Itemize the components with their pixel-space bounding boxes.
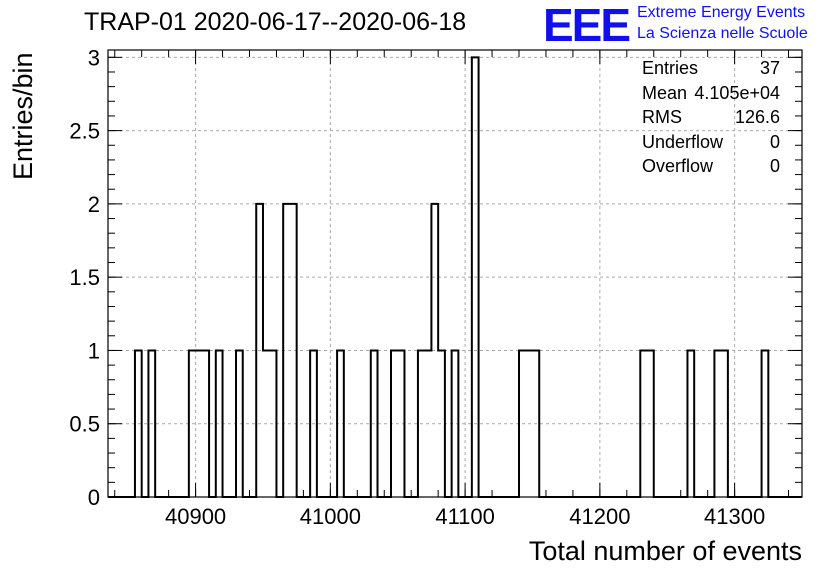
stats-value: 0 [769, 131, 780, 152]
histogram-bin [236, 350, 243, 497]
grid-lines [108, 50, 802, 497]
logo-line-2: La Scienza nelle Scuole [637, 25, 808, 42]
stats-label: Mean [642, 82, 688, 103]
stats-row-entries: Entries 37 [642, 58, 780, 83]
histogram-bin [391, 350, 398, 497]
stats-value: 4.105e+04 [694, 82, 780, 103]
histogram-bin [189, 350, 196, 497]
x-tick-label: 41200 [569, 504, 630, 529]
histogram-bin [202, 350, 209, 497]
y-tick-label: 2 [88, 192, 100, 217]
histogram-bin [647, 350, 654, 497]
stats-row-rms: RMS 126.6 [642, 107, 780, 132]
x-tick-label: 40900 [165, 504, 226, 529]
histogram-bin [290, 204, 297, 497]
histogram-bin [431, 204, 438, 497]
histogram-bin [640, 350, 647, 497]
histogram-bin [216, 350, 223, 497]
histogram-bin [425, 350, 432, 497]
histogram-bin [721, 350, 728, 497]
x-tick-label: 41000 [300, 504, 361, 529]
plot-frame [107, 49, 803, 498]
stats-label: Overflow [642, 156, 714, 176]
histogram-bin [452, 350, 459, 497]
x-tick-label: 41100 [435, 504, 495, 529]
histogram-bin [283, 204, 290, 497]
chart-title: TRAP-01 2020-06-17--2020-06-18 [84, 8, 467, 36]
histogram-bin [519, 350, 526, 497]
histogram-bin [270, 350, 277, 497]
stats-value: 0 [769, 156, 780, 176]
stats-box: Entries 37 Mean 4.105e+04 RMS 126.6 Unde… [642, 58, 780, 181]
stats-row-overflow: Overflow 0 [642, 156, 780, 181]
y-tick-label: 1.5 [69, 265, 100, 290]
x-axis-label: Total number of events [528, 536, 802, 566]
histogram-bin [256, 204, 263, 497]
histogram-bin [438, 350, 445, 497]
stats-row-mean: Mean 4.105e+04 [642, 83, 780, 108]
y-tick-label: 0.5 [69, 412, 100, 437]
histogram-bin [472, 57, 479, 497]
histogram-bin [687, 350, 694, 497]
histogram-bin [196, 350, 203, 497]
stats-label: RMS [642, 107, 682, 127]
tick-labels: 0 0.5 1 1.5 2 2.5 3 40900 41000 41100 41200 41300 [69, 45, 765, 529]
histogram-bin [398, 350, 405, 497]
y-tick-label: 3 [88, 45, 100, 70]
eee-logo: EEE Extreme Energy Events La Scienza nel… [543, 0, 833, 51]
stats-row-underflow: Underflow 0 [642, 132, 780, 157]
histogram-bin [135, 350, 142, 497]
histogram-bin [418, 350, 425, 497]
stats-value: 37 [759, 58, 780, 78]
histogram-bin [148, 350, 155, 497]
histogram-bin [532, 350, 539, 497]
logo-line-1: Extreme Energy Events [637, 4, 806, 21]
histogram-bin [263, 350, 270, 497]
stats-label: Entries [642, 58, 699, 78]
histogram-outline [108, 56, 802, 498]
histogram-bin [714, 350, 721, 497]
histogram-bin [526, 350, 533, 497]
histogram-bin [371, 350, 378, 497]
y-tick-label: 2.5 [69, 119, 100, 144]
y-tick-label: 1 [88, 338, 100, 363]
histogram-bin [762, 350, 769, 497]
x-tick-label: 41300 [704, 504, 765, 529]
eee-logo-mark: EEE [543, 0, 631, 51]
stats-label: Underflow [642, 131, 724, 152]
stats-value: 126.6 [734, 107, 780, 127]
y-tick-label: 0 [88, 485, 100, 510]
histogram-bin [337, 350, 344, 497]
histogram-bin [310, 350, 317, 497]
